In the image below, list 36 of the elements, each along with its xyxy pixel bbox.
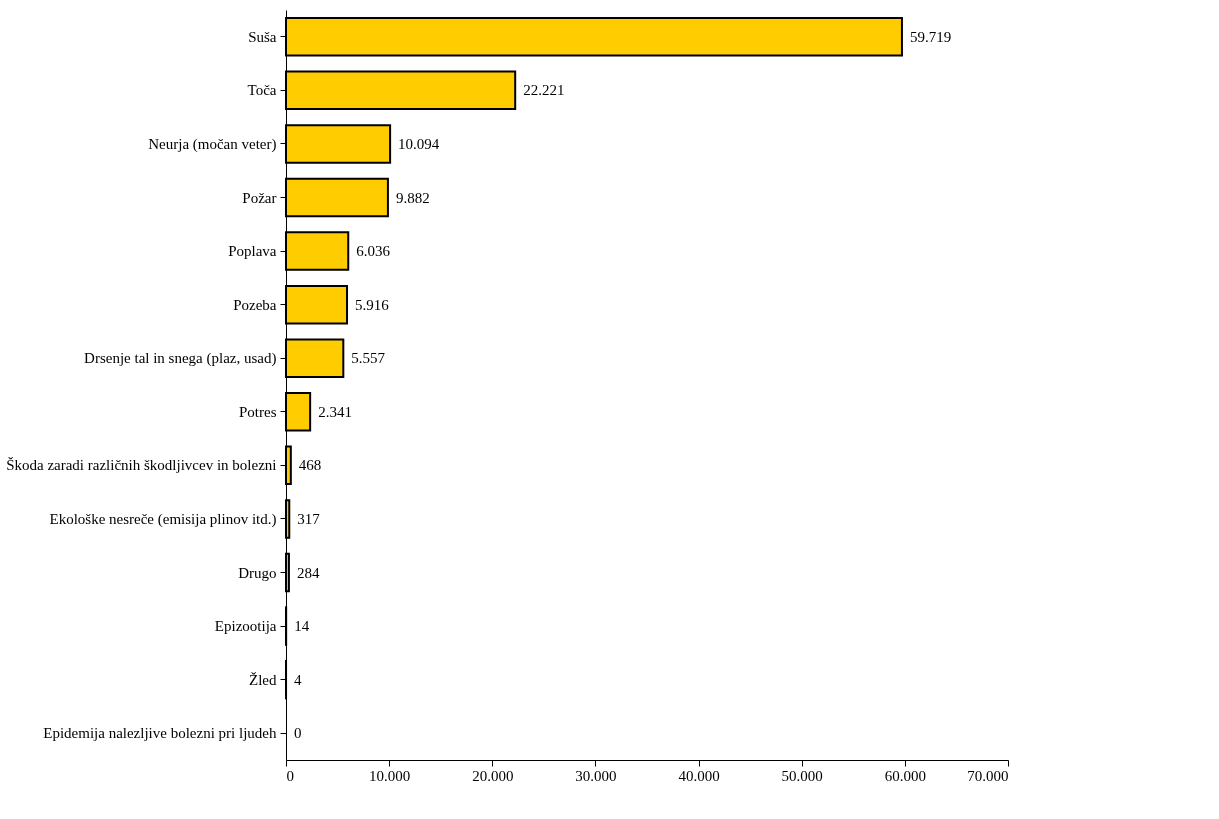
x-tick-label: 60.000 — [884, 767, 926, 784]
data-label: 10.094 — [398, 135, 440, 152]
data-label: 2.341 — [318, 403, 352, 420]
y-tick-label: Epidemija nalezljive bolezni pri ljudeh — [43, 725, 277, 742]
x-tick-label: 10.000 — [369, 767, 411, 784]
y-tick-label: Pozeba — [233, 296, 277, 313]
x-tick-label: 50.000 — [781, 767, 823, 784]
data-label: 468 — [298, 457, 322, 474]
data-label: 6.036 — [356, 243, 391, 260]
x-tick-label: 0 — [286, 767, 294, 784]
data-label: 0 — [294, 725, 302, 742]
y-tick-label: Poplava — [228, 243, 277, 260]
y-tick-label: Požar — [242, 189, 277, 206]
data-label: 22.221 — [523, 82, 565, 99]
y-tick-label: Potres — [239, 403, 277, 420]
y-tick-label: Žled — [249, 671, 277, 688]
x-tick-label: 20.000 — [472, 767, 514, 784]
y-tick-label: Škoda zaradi različnih škodljivcev in bolezni — [6, 457, 277, 474]
data-label: 9.882 — [395, 189, 430, 206]
y-tick-label: Drsenje tal in snega (plaz, usad) — [84, 350, 277, 368]
data-label: 5.916 — [355, 296, 390, 313]
data-label: 4 — [294, 671, 303, 688]
y-tick-label: Epizootija — [214, 618, 277, 635]
data-label: 59.719 — [909, 28, 952, 45]
x-tick-label: 70.000 — [967, 767, 1009, 784]
data-label: 284 — [296, 564, 320, 581]
y-tick-label: Neurja (močan veter) — [148, 135, 277, 153]
data-label: 317 — [297, 510, 321, 527]
data-label: 5.557 — [351, 350, 386, 367]
x-tick-label: 30.000 — [575, 767, 617, 784]
y-tick-label: Ekološke nesreče (emisija plinov itd.) — [49, 510, 277, 528]
y-tick-label: Suša — [248, 28, 277, 45]
y-tick-label: Drugo — [238, 564, 277, 581]
x-tick-label: 40.000 — [678, 767, 720, 784]
y-tick-label: Toča — [247, 82, 277, 99]
data-label: 14 — [294, 618, 310, 635]
